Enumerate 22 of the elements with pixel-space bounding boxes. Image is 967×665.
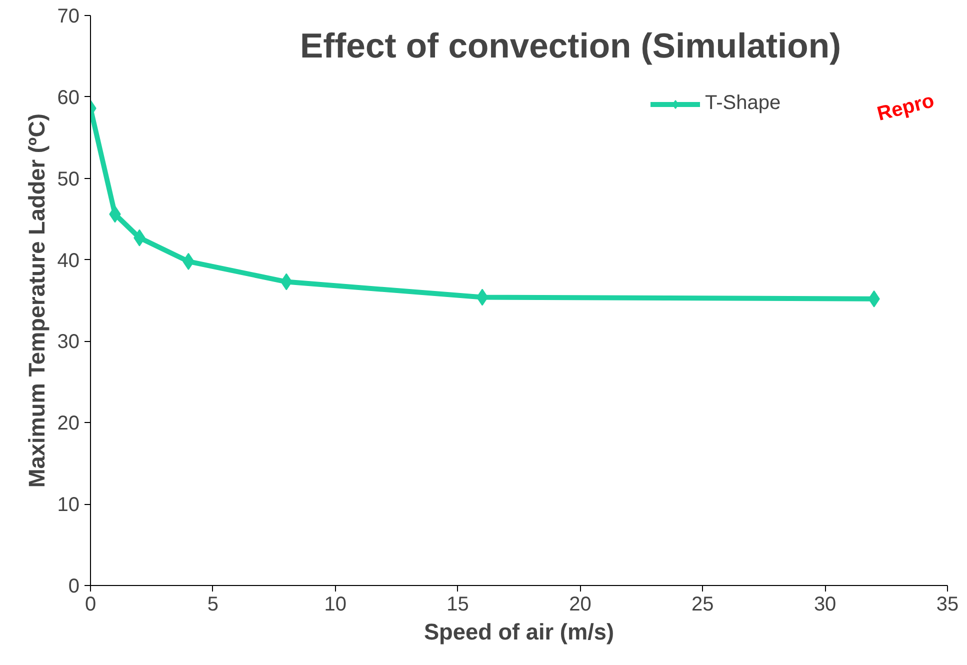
x-tick-label: 30	[814, 594, 836, 616]
y-tick-label: 40	[57, 250, 80, 272]
point	[476, 288, 488, 306]
y-tick-label: 70	[57, 6, 80, 28]
y-tick-label: 0	[68, 576, 80, 598]
y-tick-label: 20	[57, 412, 80, 435]
y-tick-label: 50	[57, 168, 80, 190]
y-tick-label: 10	[57, 494, 80, 516]
chart-title: Effect of convection (Simulation)	[300, 28, 842, 66]
y-axis-title: Maximum Temperature Ladder (ºC)	[23, 113, 50, 488]
annotation: Repro	[875, 90, 936, 126]
x-axis-title: Speed of air (m/s)	[424, 618, 614, 644]
x-tick-label: 0	[84, 594, 96, 616]
x-tick-label: 25	[692, 594, 714, 616]
x-tick-label: 15	[446, 594, 469, 616]
y-tick-label: 30	[57, 331, 80, 354]
legend-label: T-Shape	[705, 92, 781, 115]
x-tick-label: 10	[324, 594, 346, 616]
x-tick-label: 20	[569, 594, 592, 616]
y-tick-label: 60	[57, 86, 80, 109]
x-tick-label: 5	[207, 594, 218, 616]
x-tick-label: 35	[936, 594, 959, 616]
